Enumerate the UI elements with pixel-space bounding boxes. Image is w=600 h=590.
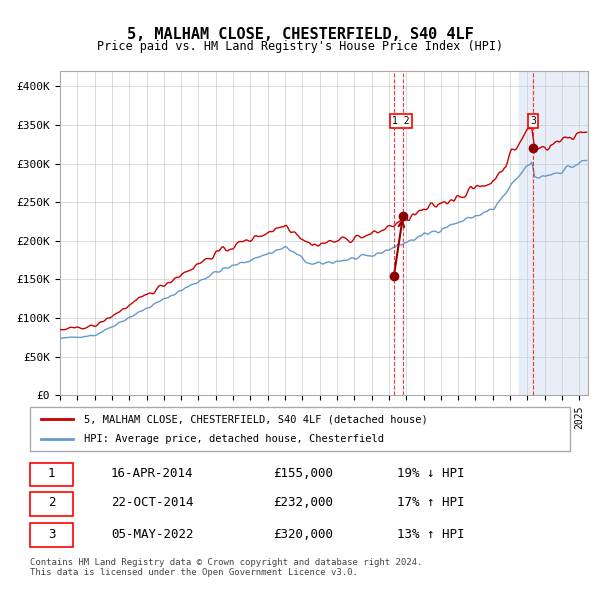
Text: 22-OCT-2014: 22-OCT-2014 [111, 496, 193, 510]
Text: Contains HM Land Registry data © Crown copyright and database right 2024.
This d: Contains HM Land Registry data © Crown c… [30, 558, 422, 577]
Bar [519, 71, 588, 395]
Text: £320,000: £320,000 [273, 527, 333, 540]
Text: HPI: Average price, detached house, Chesterfield: HPI: Average price, detached house, Ches… [84, 434, 384, 444]
Text: 16-APR-2014: 16-APR-2014 [111, 467, 193, 480]
Text: £155,000: £155,000 [273, 467, 333, 480]
Text: 3: 3 [48, 527, 55, 540]
FancyBboxPatch shape [30, 407, 570, 451]
Text: 1 2: 1 2 [392, 116, 410, 126]
Text: 19% ↓ HPI: 19% ↓ HPI [397, 467, 465, 480]
Text: Price paid vs. HM Land Registry's House Price Index (HPI): Price paid vs. HM Land Registry's House … [97, 40, 503, 53]
Text: 13% ↑ HPI: 13% ↑ HPI [397, 527, 465, 540]
Text: 2: 2 [48, 496, 55, 510]
Text: 1: 1 [48, 467, 55, 480]
Text: 05-MAY-2022: 05-MAY-2022 [111, 527, 193, 540]
FancyBboxPatch shape [30, 463, 73, 486]
FancyBboxPatch shape [30, 523, 73, 547]
Text: 17% ↑ HPI: 17% ↑ HPI [397, 496, 465, 510]
Text: 3: 3 [530, 116, 536, 126]
Text: £232,000: £232,000 [273, 496, 333, 510]
Text: 5, MALHAM CLOSE, CHESTERFIELD, S40 4LF: 5, MALHAM CLOSE, CHESTERFIELD, S40 4LF [127, 27, 473, 41]
FancyBboxPatch shape [30, 492, 73, 516]
Text: 5, MALHAM CLOSE, CHESTERFIELD, S40 4LF (detached house): 5, MALHAM CLOSE, CHESTERFIELD, S40 4LF (… [84, 415, 428, 424]
